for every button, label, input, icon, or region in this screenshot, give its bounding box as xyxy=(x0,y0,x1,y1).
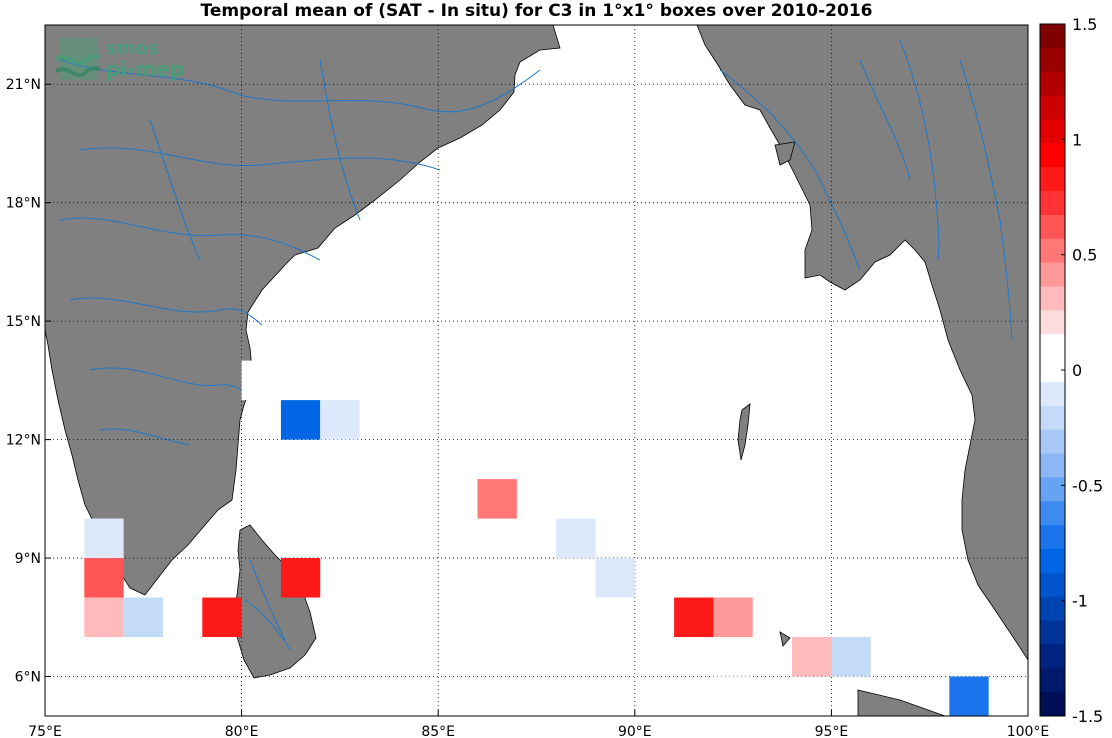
colorbar-segment xyxy=(1040,143,1065,168)
colorbar-segment xyxy=(1040,95,1065,120)
colorbar-segment xyxy=(1040,358,1065,383)
lon-tick-label: 85°E xyxy=(421,724,455,738)
colorbar-segment xyxy=(1040,405,1065,431)
colorbar-segment xyxy=(1040,24,1065,49)
data-cell xyxy=(84,597,124,638)
lon-tick-label: 95°E xyxy=(815,724,849,738)
colorbar-tick-label: 0 xyxy=(1072,361,1082,380)
data-cell xyxy=(713,637,753,677)
rivers xyxy=(59,39,1013,651)
colorbar-segment xyxy=(1040,692,1065,717)
colorbar-segment xyxy=(1040,525,1065,550)
data-cell xyxy=(595,558,635,598)
data-cell xyxy=(84,518,124,559)
lat-tick-label: 6°N xyxy=(15,670,41,686)
colorbar-segment xyxy=(1040,167,1065,192)
colorbar-tick-label: 1.5 xyxy=(1072,15,1097,34)
smos-pi-mep-logo: smos pi-mep xyxy=(54,38,184,81)
land-andaman xyxy=(737,403,751,461)
colorbar-segment xyxy=(1040,286,1065,311)
colorbar-segment xyxy=(1040,596,1065,622)
waves-logo-icon xyxy=(54,38,101,80)
colorbar-segment xyxy=(1040,453,1065,478)
lat-tick-labels: 6°N 9°N 12°N 15°N 18°N 21°N xyxy=(6,77,51,686)
data-cell xyxy=(949,676,989,716)
lat-tick-label: 21°N xyxy=(6,77,41,93)
colorbar-segment xyxy=(1040,381,1065,407)
colorbar-segment xyxy=(1040,191,1065,216)
land-small-island xyxy=(779,631,791,647)
logo-line2: pi-mep xyxy=(106,57,184,81)
land-sri-lanka xyxy=(232,524,317,679)
colorbar-segment xyxy=(1040,71,1065,97)
colorbar xyxy=(1040,24,1065,717)
data-cell xyxy=(477,479,517,519)
colorbar-segment xyxy=(1040,548,1065,574)
data-cell xyxy=(280,400,321,440)
data-cell xyxy=(202,597,242,638)
logo-line1: smos xyxy=(106,38,159,59)
colorbar-segment xyxy=(1040,310,1065,335)
lat-tick-label: 18°N xyxy=(6,196,41,212)
colorbar-segment xyxy=(1040,334,1065,359)
lat-tick-label: 15°N xyxy=(6,314,41,330)
colorbar-tick-label: 0.5 xyxy=(1072,246,1097,265)
colorbar-segment xyxy=(1040,262,1065,287)
lon-tick-label: 90°E xyxy=(618,724,652,738)
lon-tick-label: 100°E xyxy=(1007,724,1050,738)
colorbar-segment xyxy=(1040,429,1065,455)
map-frame xyxy=(44,24,1029,717)
colorbar-segment xyxy=(1040,238,1065,264)
data-cell xyxy=(792,637,832,677)
colorbar-tick-labels: 1.5 1 0.5 0 -0.5 -1 -1.5 xyxy=(1061,15,1103,726)
colorbar-segment xyxy=(1040,572,1065,598)
colorbar-segment xyxy=(1040,668,1065,693)
data-cell xyxy=(320,400,360,440)
colorbar-tick-label: 1 xyxy=(1072,130,1082,149)
colorbar-segment xyxy=(1040,119,1065,144)
colorbar-tick-label: -1.5 xyxy=(1072,707,1103,726)
data-cells xyxy=(84,360,989,716)
colorbar-segment xyxy=(1040,620,1065,645)
data-cell xyxy=(241,360,281,401)
lat-tick-label: 12°N xyxy=(6,433,41,449)
lon-tick-label: 80°E xyxy=(225,724,259,738)
lon-tick-labels: 75°E 80°E 85°E 90°E 95°E 100°E xyxy=(28,710,1049,738)
data-cell xyxy=(84,558,124,598)
data-cell xyxy=(556,518,596,559)
colorbar-tick-label: -1 xyxy=(1072,592,1088,611)
lat-tick-label: 9°N xyxy=(15,551,41,567)
map-title: Temporal mean of (SAT - In situ) for C3 … xyxy=(200,1,873,21)
colorbar-segment xyxy=(1040,501,1065,526)
data-cell xyxy=(280,558,321,598)
lon-tick-label: 75°E xyxy=(28,724,62,738)
colorbar-segment xyxy=(1040,47,1065,73)
data-cell xyxy=(123,597,163,638)
data-cell xyxy=(674,597,714,638)
land-malay xyxy=(857,689,946,716)
data-cell xyxy=(713,597,753,638)
colorbar-tick-label: -0.5 xyxy=(1072,476,1103,495)
land-myanmar-bangladesh xyxy=(696,25,1028,661)
colorbar-segment xyxy=(1040,477,1065,502)
land-delta-islands xyxy=(774,141,796,166)
colorbar-segment xyxy=(1040,214,1065,240)
colorbar-segment xyxy=(1040,644,1065,669)
data-cell xyxy=(831,637,871,677)
